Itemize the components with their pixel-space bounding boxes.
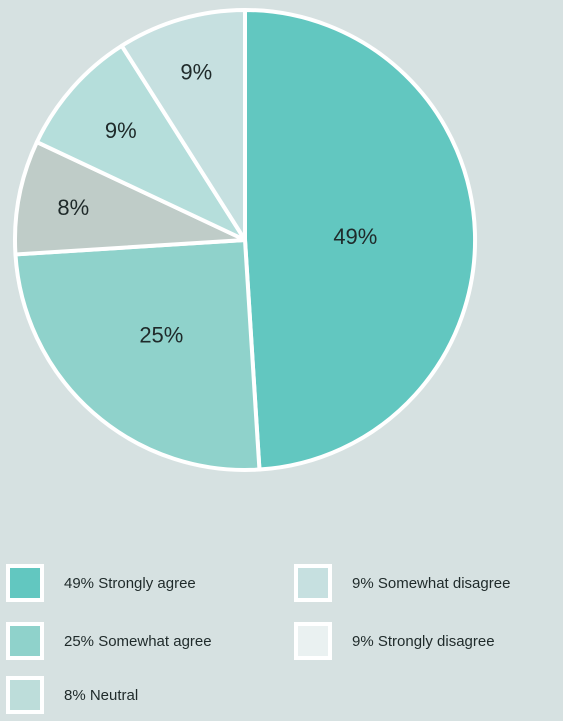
pie-slice-strongly-disagree bbox=[119, 8, 247, 242]
pie-label-strongly-disagree: 9% bbox=[180, 60, 212, 85]
pie-label-somewhat-disagree: 9% bbox=[105, 118, 137, 143]
pie-slice-somewhat-disagree bbox=[34, 43, 247, 242]
pie-slice-neutral bbox=[13, 140, 247, 257]
pie-slices bbox=[13, 8, 478, 472]
pie-slice-somewhat-agree bbox=[13, 238, 262, 472]
pie-slice-labels: 49% 25% 8% 9% 9% bbox=[57, 60, 377, 348]
pie-label-strongly-agree: 49% bbox=[333, 224, 377, 249]
pie-slice-strongly-agree bbox=[243, 8, 478, 472]
pie-label-neutral: 8% bbox=[57, 195, 89, 220]
pie-label-somewhat-agree: 25% bbox=[139, 322, 183, 347]
